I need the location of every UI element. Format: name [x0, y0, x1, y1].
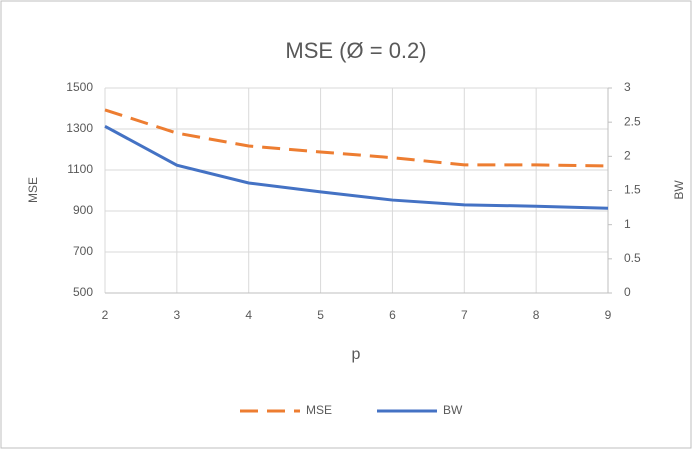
- x-tick-label: 8: [533, 308, 540, 322]
- y-tick-label: 500: [73, 285, 93, 299]
- y2-tick-label: 2: [624, 149, 631, 163]
- y-tick-label: 700: [73, 244, 93, 258]
- x-tick-label: 2: [102, 308, 109, 322]
- x-tick-label: 4: [245, 308, 252, 322]
- y2-axis-label: BW: [672, 180, 686, 200]
- y-tick-label: 1100: [67, 162, 93, 176]
- y-tick-label: 1300: [66, 121, 93, 135]
- y-tick-label: 1500: [66, 80, 93, 94]
- x-tick-label: 5: [317, 308, 324, 322]
- y-axis-label: MSE: [26, 177, 40, 203]
- x-tick-label: 6: [389, 308, 396, 322]
- y2-tick-label: 2.5: [624, 114, 641, 128]
- legend-label: MSE: [306, 403, 332, 417]
- y2-tick-label: 0.5: [624, 251, 641, 265]
- x-tick-label: 9: [605, 308, 612, 322]
- chart-title: MSE (Ø = 0.2): [285, 38, 426, 63]
- y2-tick-label: 1: [624, 217, 631, 231]
- y2-tick-label: 0: [624, 285, 631, 299]
- y2-tick-label: 1.5: [624, 183, 641, 197]
- line-series: [104, 124, 609, 210]
- legend-label: BW: [443, 403, 463, 417]
- line-series: [104, 108, 609, 168]
- x-tick-label: 7: [461, 308, 468, 322]
- y2-tick-label: 3: [624, 80, 631, 94]
- x-axis-label: p: [352, 346, 361, 363]
- x-tick-label: 3: [174, 308, 181, 322]
- y-tick-label: 900: [73, 203, 93, 217]
